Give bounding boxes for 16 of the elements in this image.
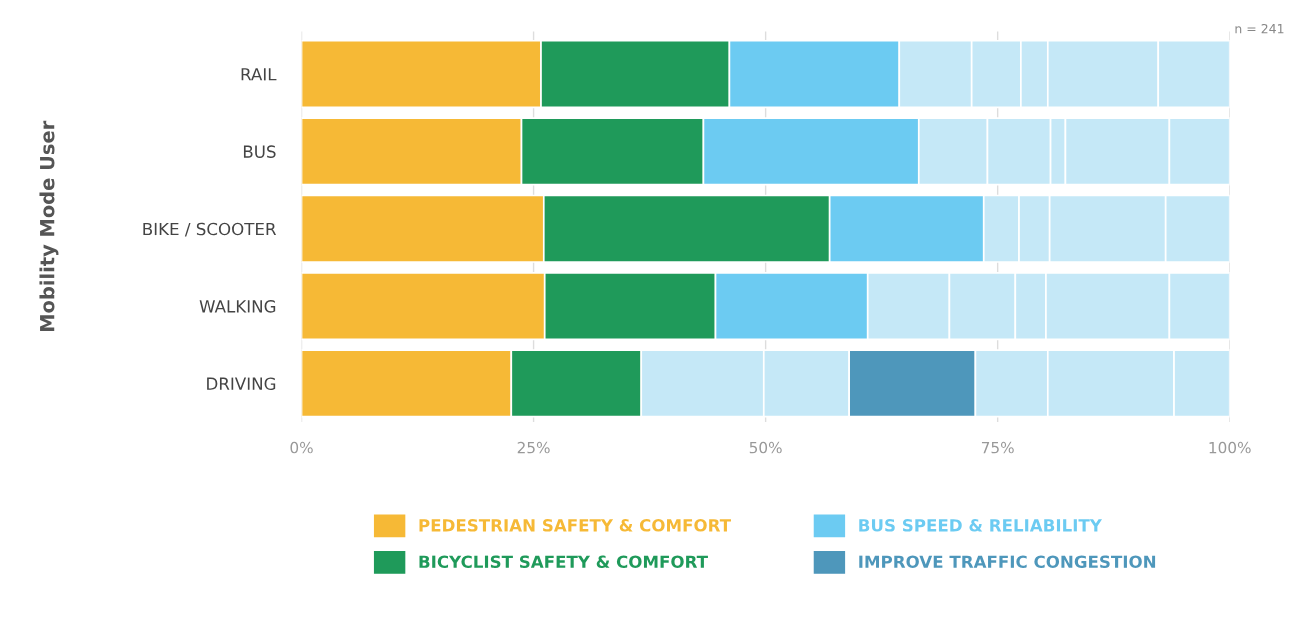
y-tick-label: BUS bbox=[243, 145, 276, 158]
y-tick-label: BIKE / SCOOTER bbox=[143, 222, 277, 237]
legend-label: PEDESTRIAN SAFETY & COMFORT bbox=[419, 519, 731, 532]
x-tick-label: 50% bbox=[749, 441, 782, 454]
legend-label: BICYCLIST SAFETY & COMFORT bbox=[419, 555, 708, 569]
x-tick-label: 75% bbox=[981, 441, 1014, 454]
y-axis-title: Mobility Mode User bbox=[39, 120, 59, 332]
x-tick-label: 25% bbox=[517, 441, 550, 454]
x-tick-label: 100% bbox=[1209, 441, 1251, 454]
y-tick-label: DRIVING bbox=[207, 377, 276, 390]
text: n = 241 bbox=[1235, 23, 1284, 34]
x-tick-label: 0% bbox=[290, 441, 313, 454]
legend-label: IMPROVE TRAFFIC CONGESTION bbox=[859, 555, 1156, 569]
y-tick-label: RAIL bbox=[241, 68, 277, 81]
legend-label: BUS SPEED & RELIABILITY bbox=[859, 519, 1103, 532]
y-tick-label: WALKING bbox=[199, 300, 276, 313]
